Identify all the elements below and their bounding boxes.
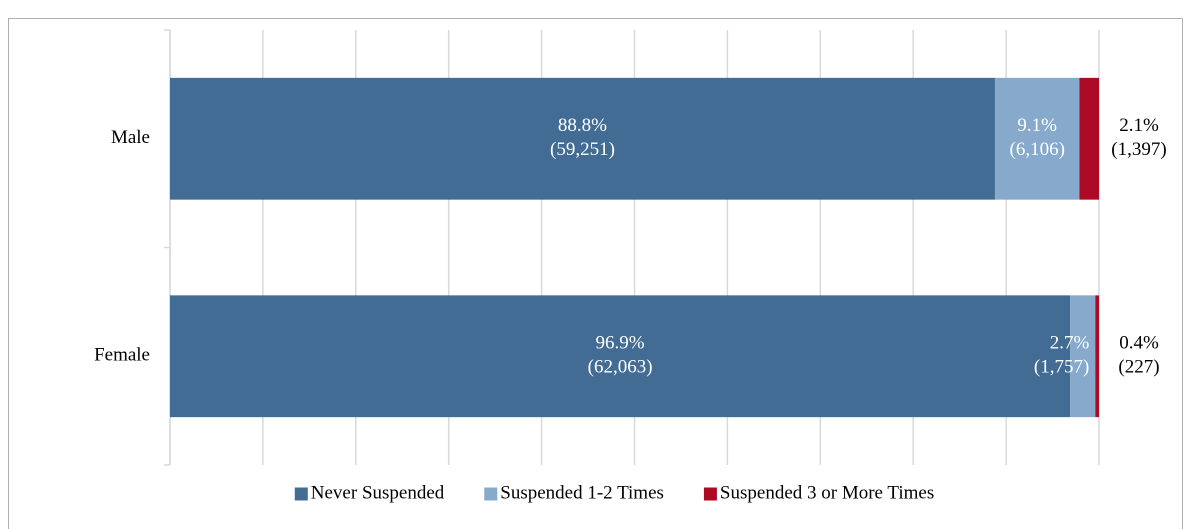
data-label: 9.1% bbox=[1017, 115, 1057, 136]
legend-swatch bbox=[484, 487, 498, 501]
legend-label: Never Suspended bbox=[311, 482, 445, 503]
bar-segment bbox=[170, 77, 995, 200]
count-label: (59,251) bbox=[550, 139, 615, 160]
data-label: 96.9% bbox=[596, 333, 645, 354]
data-label: 2.1% bbox=[1119, 115, 1159, 136]
legend: Never Suspended Suspended 1-2 Times Suspen… bbox=[294, 482, 934, 503]
data-label: 2.7% bbox=[1050, 333, 1090, 354]
legend-swatch bbox=[294, 487, 308, 501]
count-label: (62,063) bbox=[588, 357, 653, 378]
bar-segment bbox=[1095, 295, 1099, 418]
bar-segment bbox=[1079, 77, 1099, 200]
data-label: 0.4% bbox=[1119, 333, 1159, 354]
legend-label: Suspended 1-2 Times bbox=[500, 482, 664, 503]
legend-label: Suspended 3 or More Times bbox=[720, 482, 934, 503]
y-tick-label: Female bbox=[94, 345, 150, 366]
chart-frame bbox=[8, 18, 1183, 529]
bar-segment bbox=[1070, 295, 1096, 418]
count-label: (227) bbox=[1118, 357, 1159, 378]
y-tick-label: Male bbox=[111, 127, 150, 148]
data-label: 88.8% bbox=[558, 115, 607, 136]
count-label: (1,397) bbox=[1111, 139, 1166, 160]
legend-swatch bbox=[703, 487, 717, 501]
bar-segment bbox=[170, 295, 1071, 418]
count-label: (6,106) bbox=[1010, 139, 1065, 160]
bar-segment bbox=[994, 77, 1080, 200]
count-label: (1,757) bbox=[1034, 357, 1089, 378]
